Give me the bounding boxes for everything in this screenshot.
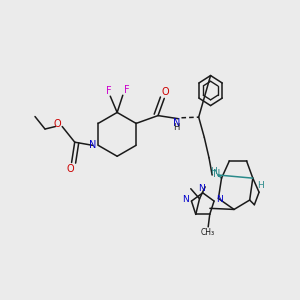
Text: N: N <box>89 140 96 150</box>
Text: N: N <box>213 169 220 179</box>
Text: O: O <box>53 119 61 129</box>
Text: O: O <box>66 164 74 174</box>
Text: N: N <box>198 184 205 193</box>
Text: O: O <box>161 87 169 97</box>
Text: N: N <box>182 195 189 204</box>
Text: F: F <box>106 85 112 96</box>
Text: N: N <box>173 118 181 128</box>
Text: CH₃: CH₃ <box>201 228 215 237</box>
Text: F: F <box>124 85 129 95</box>
Text: H: H <box>174 123 180 132</box>
Text: H: H <box>210 167 217 176</box>
Text: H: H <box>257 182 264 190</box>
Text: N: N <box>216 195 223 204</box>
